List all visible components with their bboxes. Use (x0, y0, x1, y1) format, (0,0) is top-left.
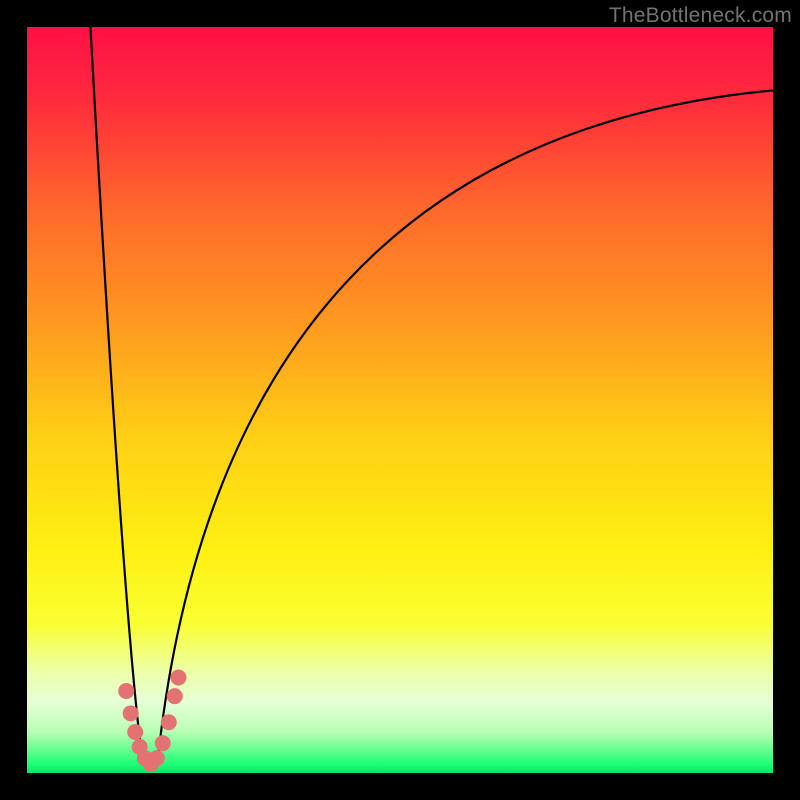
marker-point (167, 688, 183, 704)
marker-cluster (118, 670, 186, 773)
marker-point (155, 735, 171, 751)
chart-stage: TheBottleneck.com (0, 0, 800, 800)
marker-point (123, 705, 139, 721)
marker-point (149, 750, 165, 766)
plot-area (27, 27, 773, 773)
curve-layer (27, 27, 773, 773)
curve-left-branch (90, 27, 142, 762)
marker-point (170, 670, 186, 686)
marker-point (118, 683, 134, 699)
marker-point (161, 714, 177, 730)
marker-point (127, 724, 143, 740)
curve-right-branch (158, 90, 773, 761)
watermark-text: TheBottleneck.com (609, 4, 792, 28)
